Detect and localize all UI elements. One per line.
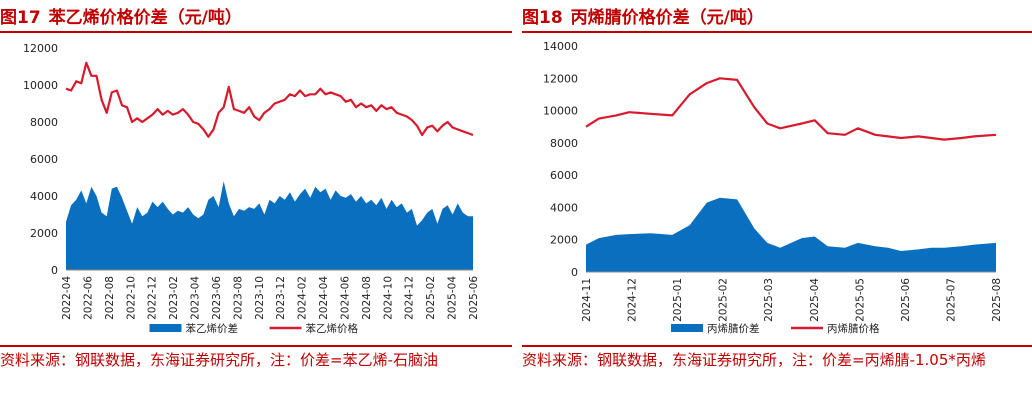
left-price-line xyxy=(65,61,474,138)
right-spread-area xyxy=(586,197,996,272)
right-chart-title: 图18 丙烯腈价格价差（元/吨） xyxy=(522,8,764,28)
left-x-tick-label: 2022-04 xyxy=(61,276,73,320)
right-x-tick-label: 2025-02 xyxy=(718,278,730,322)
left-x-tick-label: 2023-04 xyxy=(190,276,202,320)
right-y-tick-label: 6000 xyxy=(550,169,578,182)
left-y-tick-label: 10000 xyxy=(23,79,58,92)
left-source-note: 资料来源：钢联数据，东海证券研究所，注：价差=苯乙烯-石脑油 xyxy=(0,351,438,369)
left-x-tick-label: 2024-12 xyxy=(404,276,416,320)
left-y-tick-label: 4000 xyxy=(30,190,58,203)
left-x-tick-label: 2022-10 xyxy=(125,276,137,320)
right-x-tick-label: 2025-05 xyxy=(854,278,866,322)
left-x-tick-label: 2023-02 xyxy=(168,276,180,320)
left-y-tick-label: 6000 xyxy=(30,153,58,166)
left-x-tick-label: 2024-10 xyxy=(382,276,394,320)
left-x-tick-label: 2024-04 xyxy=(318,276,330,320)
left-x-tick-label: 2024-08 xyxy=(361,276,373,320)
right-chart-panel: 图18 丙烯腈价格价差（元/吨） 0 2000 4000 6000 8000 10000 12… xyxy=(522,0,1032,405)
right-x-tick-label: 2025-07 xyxy=(945,278,957,322)
left-x-tick-label: 2025-02 xyxy=(425,276,437,320)
left-x-tick-label: 2025-04 xyxy=(447,276,459,320)
right-y-tick-label: 10000 xyxy=(543,105,578,118)
right-x-tick-label: 2025-04 xyxy=(809,278,821,322)
left-y-tick-label: 2000 xyxy=(30,227,58,240)
right-source-rule xyxy=(522,345,1032,347)
left-chart: 0 2000 4000 6000 8000 10000 12000 2022-04 2022-0… xyxy=(23,42,480,335)
right-source-note: 资料来源：钢联数据，东海证券研究所，注：价差=丙烯腈-1.05*丙烯 xyxy=(522,351,986,369)
left-x-tick-label: 2022-08 xyxy=(104,276,116,320)
left-source-rule xyxy=(0,345,512,347)
right-y-tick-label: 12000 xyxy=(543,72,578,85)
left-y-tick-label: 12000 xyxy=(23,42,58,55)
left-x-tick-label: 2022-06 xyxy=(82,276,94,320)
left-x-tick-label: 2024-06 xyxy=(339,276,351,320)
left-chart-panel: 图17 苯乙烯价格价差（元/吨） 0 2000 4000 6000 8000 10000 12… xyxy=(0,0,512,405)
left-legend-area-label: 苯乙烯价差 xyxy=(186,322,239,335)
right-legend-area-label: 丙烯腈价差 xyxy=(707,322,760,335)
right-legend-line-label: 丙烯腈价格 xyxy=(827,322,880,335)
right-y-tick-label: 0 xyxy=(571,266,578,279)
left-x-tick-label: 2022-12 xyxy=(147,276,159,320)
right-y-tick-label: 4000 xyxy=(550,201,578,214)
right-x-tick-label: 2025-01 xyxy=(672,278,684,322)
left-x-tick-label: 2023-06 xyxy=(211,276,223,320)
left-legend-line-label: 苯乙烯价格 xyxy=(306,322,359,335)
right-x-tick-label: 2025-03 xyxy=(763,278,775,322)
left-x-tick-label: 2023-08 xyxy=(232,276,244,320)
left-x-tick-label: 2024-02 xyxy=(297,276,309,320)
left-chart-title: 图17 苯乙烯价格价差（元/吨） xyxy=(0,8,242,28)
right-x-tick-label: 2024-12 xyxy=(627,278,639,322)
right-price-line xyxy=(585,77,997,141)
right-title-rule xyxy=(522,31,1032,33)
left-y-tick-label: 0 xyxy=(51,264,58,277)
right-y-tick-label: 2000 xyxy=(550,234,578,247)
right-x-tick-label: 2025-06 xyxy=(900,278,912,322)
right-chart: 0 2000 4000 6000 8000 10000 12000 14000 2024-11 2… xyxy=(543,40,1003,335)
left-x-tick-label: 2025-06 xyxy=(468,276,480,320)
left-legend-area-swatch xyxy=(149,324,182,332)
left-x-tick-label: 2023-10 xyxy=(254,276,266,320)
left-y-tick-label: 8000 xyxy=(30,116,58,129)
right-x-tick-label: 2025-08 xyxy=(991,278,1003,322)
right-legend-area-swatch xyxy=(671,324,703,332)
left-x-tick-label: 2023-12 xyxy=(275,276,287,320)
right-y-tick-label: 14000 xyxy=(543,40,578,53)
left-spread-area xyxy=(66,181,473,270)
right-x-tick-label: 2024-11 xyxy=(581,278,593,322)
right-y-tick-label: 8000 xyxy=(550,137,578,150)
left-title-rule xyxy=(0,31,512,33)
